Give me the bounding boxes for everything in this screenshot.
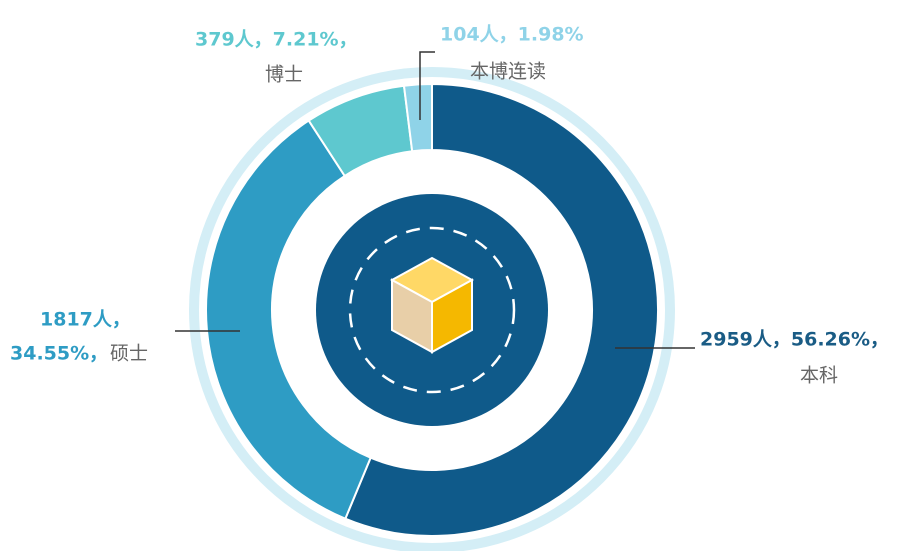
value-label: 1817人， — [40, 309, 131, 331]
category-label: 硕士 — [110, 343, 148, 365]
value-label: 2959人，56.26%， — [700, 329, 889, 351]
leader-line — [419, 51, 435, 120]
category-label: 博士 — [265, 64, 303, 86]
outer-ring — [189, 67, 675, 551]
value-label: 34.55%， — [10, 343, 108, 365]
cube-icon — [389, 256, 475, 354]
slice — [344, 82, 659, 537]
slice — [402, 82, 433, 153]
value-label: 379人，7.21%， — [195, 29, 358, 51]
slice — [205, 119, 372, 521]
category-label: 本博连读 — [470, 61, 546, 83]
value-label: 104人，1.98% — [440, 24, 584, 46]
dashed-ring — [348, 226, 516, 394]
category-label: 本科 — [800, 365, 838, 387]
